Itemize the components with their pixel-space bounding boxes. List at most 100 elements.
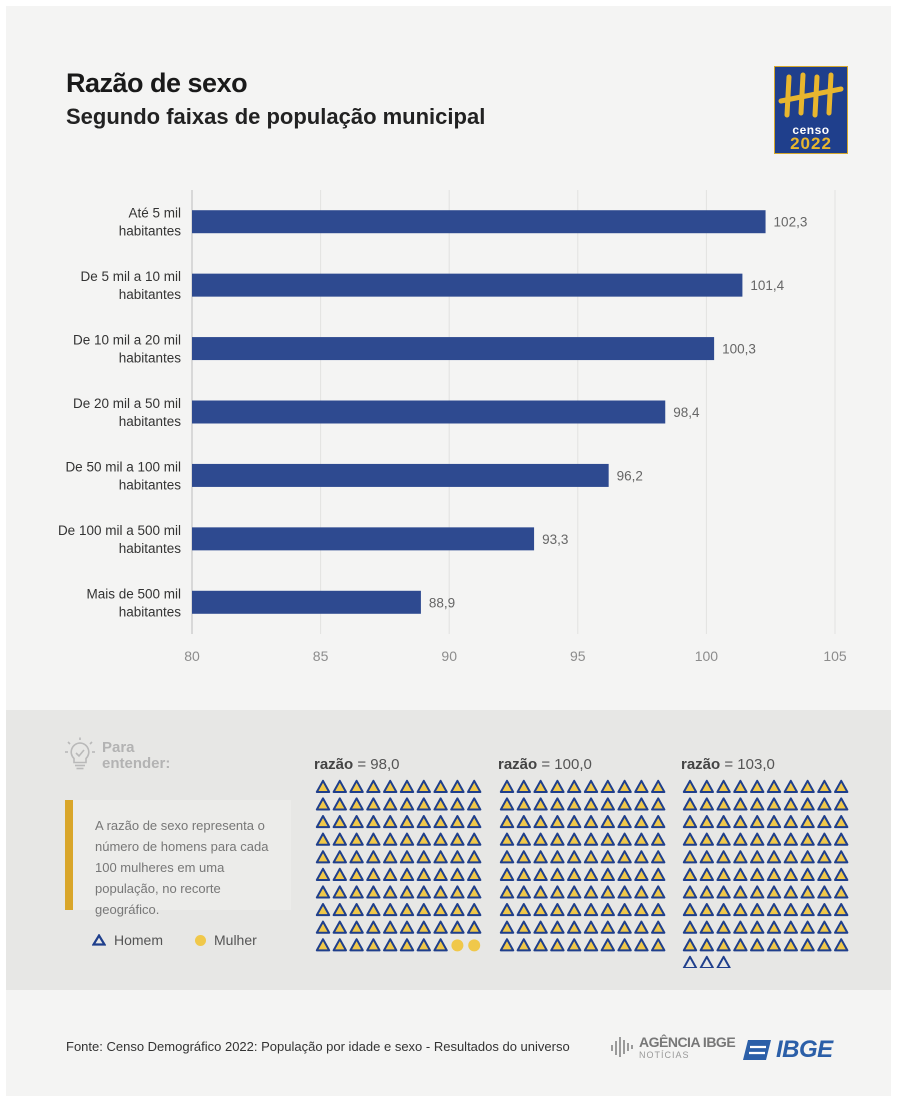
- x-tick-label: 95: [570, 648, 586, 664]
- homem-triangle-icon: [600, 867, 615, 881]
- bar: [192, 210, 766, 234]
- homem-triangle-icon: [817, 797, 832, 811]
- homem-triangle-icon: [783, 779, 798, 793]
- homem-triangle-icon: [617, 867, 632, 881]
- homem-triangle-icon: [416, 832, 431, 846]
- ratio-word: razão: [498, 756, 538, 773]
- homem-triangle-icon: [349, 867, 364, 881]
- homem-triangle-icon: [651, 850, 666, 864]
- triangle-icon: [92, 934, 106, 946]
- homem-triangle-icon: [516, 832, 531, 846]
- homem-triangle-icon: [634, 920, 649, 934]
- bar: [192, 400, 666, 424]
- homem-triangle-icon: [783, 885, 798, 899]
- homem-triangle-icon: [383, 903, 398, 917]
- homem-triangle-icon: [332, 850, 347, 864]
- homem-triangle-icon: [383, 815, 398, 829]
- explainer-heading: Para entender:: [102, 740, 170, 772]
- source-note: Fonte: Censo Demográfico 2022: População…: [66, 1039, 570, 1054]
- homem-triangle-icon: [550, 779, 565, 793]
- homem-triangle-icon: [583, 832, 599, 846]
- homem-triangle-icon: [766, 867, 782, 881]
- homem-triangle-icon: [617, 920, 632, 934]
- homem-triangle-icon: [617, 797, 632, 811]
- homem-triangle-icon: [634, 779, 649, 793]
- homem-triangle-icon: [399, 779, 415, 793]
- category-label: De 5 mil a 10 mil: [80, 269, 181, 284]
- homem-triangle-icon: [315, 903, 331, 917]
- homem-triangle-icon: [467, 779, 482, 793]
- agencia-name: AGÊNCIA IBGE: [639, 1034, 736, 1050]
- homem-triangle-icon: [416, 903, 431, 917]
- ratio-value: = 100,0: [541, 756, 592, 773]
- homem-triangle-icon: [600, 815, 615, 829]
- homem-triangle-icon: [315, 867, 331, 881]
- homem-triangle-icon: [834, 938, 849, 952]
- homem-triangle-icon: [716, 832, 731, 846]
- homem-triangle-icon: [733, 867, 748, 881]
- homem-triangle-icon: [800, 885, 815, 899]
- homem-triangle-icon: [550, 885, 565, 899]
- homem-triangle-icon: [499, 938, 515, 952]
- homem-triangle-icon: [567, 832, 582, 846]
- homem-triangle-icon: [583, 850, 599, 864]
- homem-triangle-icon: [716, 797, 731, 811]
- homem-triangle-icon: [651, 938, 666, 952]
- homem-triangle-icon: [766, 815, 782, 829]
- homem-triangle-icon: [682, 903, 698, 917]
- homem-triangle-icon: [682, 779, 698, 793]
- ratio-value: = 103,0: [724, 756, 775, 773]
- ratio-word: razão: [314, 756, 354, 773]
- homem-triangle-icon: [817, 832, 832, 846]
- homem-triangle-icon: [567, 885, 582, 899]
- homem-triangle-icon: [315, 815, 331, 829]
- bar: [192, 337, 715, 361]
- homem-triangle-icon: [834, 867, 849, 881]
- homem-triangle-icon: [733, 779, 748, 793]
- homem-triangle-icon: [834, 850, 849, 864]
- explainer-heading-line1: Para: [102, 739, 135, 756]
- category-label: habitantes: [119, 224, 182, 239]
- homem-triangle-icon: [834, 815, 849, 829]
- homem-triangle-icon: [750, 867, 765, 881]
- homem-triangle-icon: [383, 779, 398, 793]
- homem-triangle-icon: [366, 815, 381, 829]
- homem-triangle-icon: [366, 938, 381, 952]
- homem-triangle-icon: [817, 920, 832, 934]
- homem-triangle-icon: [583, 867, 599, 881]
- homem-triangle-icon: [315, 832, 331, 846]
- homem-triangle-icon: [817, 867, 832, 881]
- category-label: habitantes: [119, 604, 182, 619]
- homem-triangle-icon: [516, 797, 531, 811]
- homem-triangle-icon: [433, 920, 448, 934]
- homem-triangle-icon: [651, 867, 666, 881]
- homem-triangle-icon: [516, 903, 531, 917]
- homem-triangle-icon: [399, 850, 415, 864]
- homem-triangle-icon: [516, 885, 531, 899]
- homem-triangle-icon: [499, 815, 515, 829]
- homem-triangle-icon: [783, 867, 798, 881]
- homem-triangle-icon: [733, 815, 748, 829]
- homem-triangle-icon: [550, 797, 565, 811]
- homem-triangle-icon: [499, 920, 515, 934]
- homem-triangle-icon: [716, 815, 731, 829]
- category-label: De 100 mil a 500 mil: [58, 523, 181, 538]
- homem-triangle-icon: [433, 832, 448, 846]
- bar-signal-icon: [611, 1037, 633, 1057]
- homem-triangle-icon: [516, 938, 531, 952]
- homem-triangle-icon: [433, 850, 448, 864]
- homem-triangle-icon: [750, 938, 765, 952]
- homem-triangle-icon: [600, 938, 615, 952]
- homem-triangle-icon: [733, 920, 748, 934]
- homem-triangle-icon: [600, 903, 615, 917]
- homem-triangle-icon: [834, 779, 849, 793]
- homem-triangle-icon: [516, 850, 531, 864]
- x-tick-label: 85: [313, 648, 329, 664]
- homem-triangle-icon: [800, 832, 815, 846]
- homem-triangle-icon: [834, 797, 849, 811]
- legend-mulher-label: Mulher: [214, 932, 257, 948]
- homem-triangle-icon: [800, 850, 815, 864]
- infographic-card: Razão de sexo Segundo faixas de populaçã…: [6, 6, 891, 1096]
- homem-triangle-icon: [682, 832, 698, 846]
- homem-triangle-icon: [716, 867, 731, 881]
